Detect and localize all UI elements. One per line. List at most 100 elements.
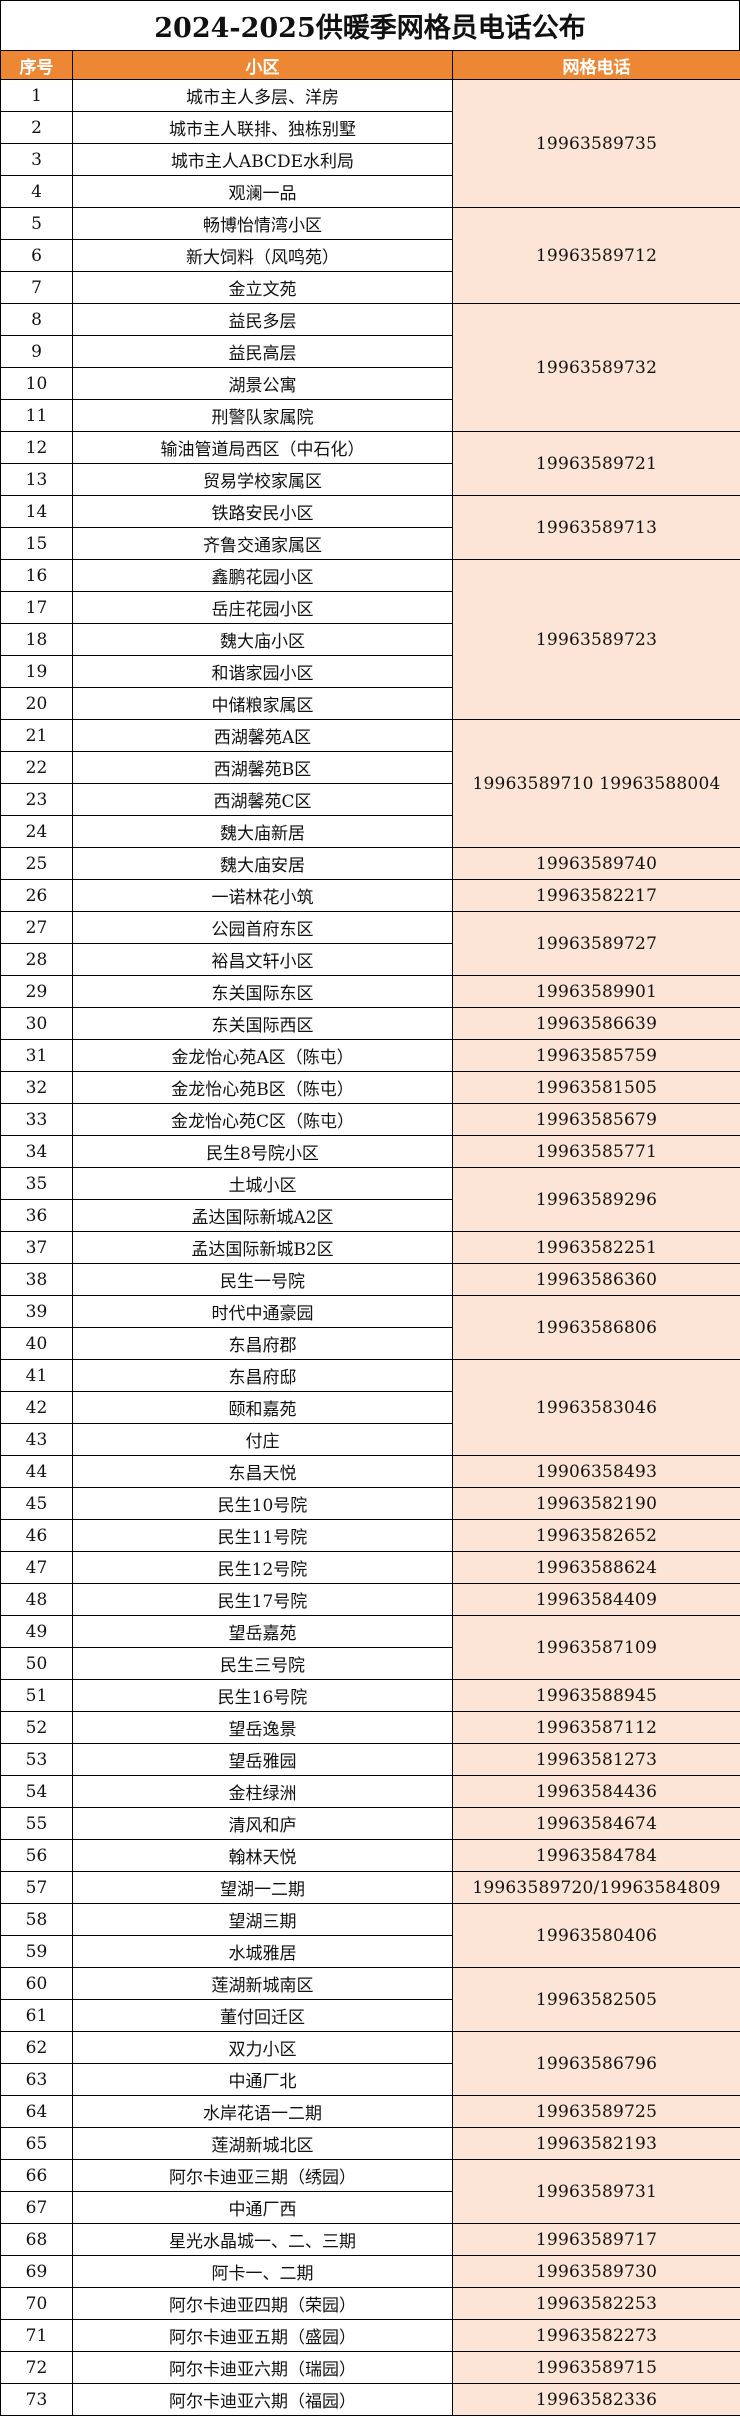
community-name-cell: 城市主人ABCDE水利局 <box>72 143 453 176</box>
grid-phone-cell: 19963589715 <box>452 2351 740 2384</box>
community-name-cell: 中通厂西 <box>72 2191 453 2224</box>
serial-number-cell: 18 <box>0 623 73 656</box>
page-title: 2024-2025供暖季网格员电话公布 <box>0 0 740 50</box>
community-name-cell: 阿尔卡迪亚六期（瑞园） <box>72 2351 453 2384</box>
serial-number-cell: 25 <box>0 847 73 880</box>
serial-number-cell: 70 <box>0 2287 73 2320</box>
serial-number-cell: 52 <box>0 1711 73 1744</box>
serial-number-cell: 2 <box>0 111 73 144</box>
serial-number-cell: 44 <box>0 1455 73 1488</box>
serial-number-cell: 30 <box>0 1007 73 1040</box>
community-name-cell: 民生8号院小区 <box>72 1135 453 1168</box>
community-name-cell: 付庄 <box>72 1423 453 1456</box>
community-name-cell: 金龙怡心苑A区（陈屯） <box>72 1039 453 1072</box>
community-name-cell: 鑫鹏花园小区 <box>72 559 453 592</box>
header-serial: 序号 <box>0 50 73 80</box>
table-row: 63 中通厂北 <box>0 2063 740 2096</box>
community-name-cell: 刑警队家属院 <box>72 399 453 432</box>
serial-number-cell: 6 <box>0 239 73 272</box>
serial-number-cell: 54 <box>0 1775 73 1808</box>
table-row: 48 民生17号院 19963584409 <box>0 1583 740 1616</box>
serial-number-cell: 16 <box>0 559 73 592</box>
serial-number-cell: 47 <box>0 1551 73 1584</box>
grid-phone-cell: 19963582273 <box>452 2319 740 2352</box>
community-name-cell: 星光水晶城一、二、三期 <box>72 2223 453 2256</box>
grid-phone-cell: 19963585759 <box>452 1039 740 1072</box>
community-name-cell: 阿尔卡迪亚五期（盛园） <box>72 2319 453 2352</box>
table-row: 7 金立文苑 <box>0 271 740 304</box>
table-row: 20 中储粮家属区 <box>0 687 740 720</box>
community-name-cell: 益民高层 <box>72 335 453 368</box>
community-name-cell: 望岳逸景 <box>72 1711 453 1744</box>
grid-phone-cell: 19963589901 <box>452 975 740 1008</box>
serial-number-cell: 60 <box>0 1967 73 2000</box>
community-name-cell: 东昌天悦 <box>72 1455 453 1488</box>
table-row: 19 和谐家园小区 <box>0 655 740 688</box>
table-row: 14 铁路安民小区 19963589713 <box>0 495 740 560</box>
community-name-cell: 中储粮家属区 <box>72 687 453 720</box>
community-name-cell: 公园首府东区 <box>72 911 453 944</box>
community-name-cell: 民生三号院 <box>72 1647 453 1680</box>
table-row: 26 一诺林花小筑 19963582217 <box>0 879 740 912</box>
serial-number-cell: 73 <box>0 2383 73 2416</box>
serial-number-cell: 58 <box>0 1903 73 1936</box>
table-row: 3 城市主人ABCDE水利局 <box>0 143 740 176</box>
community-name-cell: 阿尔卡迪亚三期（绣园） <box>72 2159 453 2192</box>
grid-phone-cell: 19963582253 <box>452 2287 740 2320</box>
serial-number-cell: 57 <box>0 1871 73 1904</box>
table-row: 49 望岳嘉苑 19963587109 <box>0 1615 740 1680</box>
serial-number-cell: 14 <box>0 495 73 528</box>
grid-phone-cell: 19963586639 <box>452 1007 740 1040</box>
table-row: 40 东昌府郡 <box>0 1327 740 1360</box>
table-row: 65 莲湖新城北区 19963582193 <box>0 2127 740 2160</box>
serial-number-cell: 55 <box>0 1807 73 1840</box>
grid-phone-cell: 19963583046 <box>452 1359 740 1456</box>
table-row: 46 民生11号院 19963582652 <box>0 1519 740 1552</box>
community-name-cell: 西湖馨苑A区 <box>72 719 453 752</box>
table-row: 9 益民高层 <box>0 335 740 368</box>
community-name-cell: 金龙怡心苑B区（陈屯） <box>72 1071 453 1104</box>
table-row: 8 益民多层 19963589732 <box>0 303 740 432</box>
community-name-cell: 颐和嘉苑 <box>72 1391 453 1424</box>
table-row: 33 金龙怡心苑C区（陈屯） 19963585679 <box>0 1103 740 1136</box>
grid-phone-cell: 19963589712 <box>452 207 740 304</box>
community-name-cell: 东关国际西区 <box>72 1007 453 1040</box>
serial-number-cell: 48 <box>0 1583 73 1616</box>
grid-phone-cell: 19963589713 <box>452 495 740 560</box>
table-row: 44 东昌天悦 19906358493 <box>0 1455 740 1488</box>
serial-number-cell: 43 <box>0 1423 73 1456</box>
grid-phone-cell: 19963589721 <box>452 431 740 496</box>
table-row: 1 城市主人多层、洋房 19963589735 <box>0 79 740 208</box>
table-row: 15 齐鲁交通家属区 <box>0 527 740 560</box>
serial-number-cell: 23 <box>0 783 73 816</box>
grid-phone-cell: 19963584409 <box>452 1583 740 1616</box>
community-name-cell: 新大饲料（风鸣苑） <box>72 239 453 272</box>
serial-number-cell: 19 <box>0 655 73 688</box>
table-row: 72 阿尔卡迪亚六期（瑞园） 19963589715 <box>0 2351 740 2384</box>
grid-phone-cell: 19963584784 <box>452 1839 740 1872</box>
grid-phone-cell: 19963584674 <box>452 1807 740 1840</box>
community-name-cell: 东昌府邸 <box>72 1359 453 1392</box>
community-name-cell: 土城小区 <box>72 1167 453 1200</box>
serial-number-cell: 24 <box>0 815 73 848</box>
community-name-cell: 阿尔卡迪亚六期（福园） <box>72 2383 453 2416</box>
community-name-cell: 输油管道局西区（中石化） <box>72 431 453 464</box>
community-name-cell: 民生一号院 <box>72 1263 453 1296</box>
table-row: 59 水城雅居 <box>0 1935 740 1968</box>
table-row: 66 阿尔卡迪亚三期（绣园） 19963589731 <box>0 2159 740 2224</box>
serial-number-cell: 42 <box>0 1391 73 1424</box>
community-name-cell: 水岸花语一二期 <box>72 2095 453 2128</box>
grid-phone-cell: 19963581273 <box>452 1743 740 1776</box>
grid-phone-cell: 19963588624 <box>452 1551 740 1584</box>
serial-number-cell: 13 <box>0 463 73 496</box>
community-name-cell: 畅博怡情湾小区 <box>72 207 453 240</box>
serial-number-cell: 32 <box>0 1071 73 1104</box>
serial-number-cell: 17 <box>0 591 73 624</box>
community-name-cell: 阿卡一、二期 <box>72 2255 453 2288</box>
table-row: 39 时代中通豪园 19963586806 <box>0 1295 740 1360</box>
community-name-cell: 裕昌文轩小区 <box>72 943 453 976</box>
table-row: 4 观澜一品 <box>0 175 740 208</box>
table-row: 21 西湖馨苑A区 19963589710 19963588004 <box>0 719 740 848</box>
table-row: 18 魏大庙小区 <box>0 623 740 656</box>
grid-phone-cell: 19963589727 <box>452 911 740 976</box>
